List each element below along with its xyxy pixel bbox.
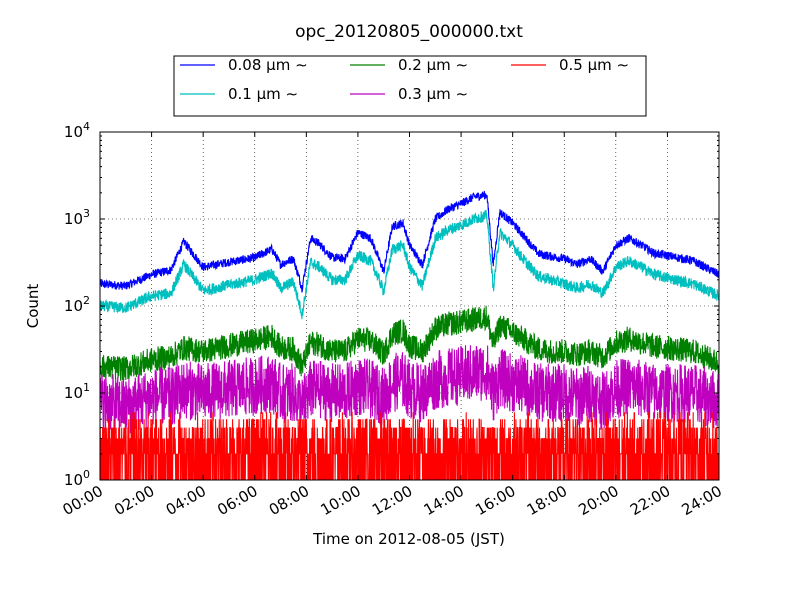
series-line — [100, 305, 719, 381]
y-tick-label: 102 — [64, 294, 90, 315]
y-axis-label: Count — [24, 284, 42, 329]
legend-frame — [173, 55, 647, 117]
legend-label: 0.2 μm ∼ — [398, 56, 468, 74]
legend-label: 0.1 μm ∼ — [228, 85, 298, 103]
y-tick-label: 104 — [64, 120, 90, 141]
y-tick-label: 100 — [64, 468, 90, 489]
y-tick-label: 103 — [64, 207, 90, 228]
legend-label: 0.08 μm ∼ — [228, 56, 308, 74]
legend: 0.08 μm ∼ 0.1 μm ∼ 0.2 μm ∼ 0.3 μm ∼ 0.5 μm … — [173, 55, 647, 117]
series-lines — [100, 190, 719, 480]
legend-label: 0.5 μm ∼ — [559, 56, 629, 74]
y-tick-label: 101 — [64, 381, 90, 402]
series-line — [100, 190, 719, 293]
chart-title: opc_20120805_000000.txt — [295, 22, 523, 42]
series-line — [100, 411, 719, 480]
series-line — [100, 345, 719, 434]
x-axis-label: Time on 2012-08-05 (JST) — [312, 530, 505, 548]
series-line — [100, 209, 719, 320]
legend-label: 0.3 μm ∼ — [398, 85, 468, 103]
